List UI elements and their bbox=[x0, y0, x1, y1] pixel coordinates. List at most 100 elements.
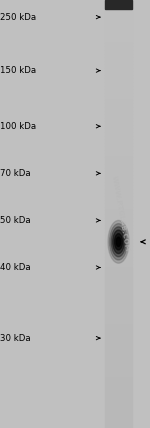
Bar bbox=[105, 239, 132, 243]
Bar bbox=[105, 96, 132, 100]
Bar bbox=[105, 282, 132, 285]
Bar bbox=[105, 421, 132, 425]
Bar bbox=[105, 214, 132, 217]
Bar bbox=[105, 139, 132, 143]
Bar bbox=[105, 207, 132, 211]
Bar bbox=[105, 296, 132, 300]
Bar bbox=[105, 193, 132, 196]
Bar bbox=[105, 324, 132, 328]
Bar bbox=[105, 407, 132, 410]
Bar bbox=[105, 278, 132, 282]
Ellipse shape bbox=[116, 237, 121, 247]
Bar bbox=[105, 271, 132, 275]
Bar bbox=[105, 185, 132, 189]
Bar bbox=[105, 257, 132, 260]
Ellipse shape bbox=[108, 220, 129, 263]
Ellipse shape bbox=[114, 234, 123, 250]
Bar bbox=[105, 110, 132, 114]
Bar bbox=[105, 307, 132, 310]
Text: 150 kDa: 150 kDa bbox=[0, 66, 36, 75]
Bar bbox=[105, 264, 132, 268]
Bar bbox=[105, 143, 132, 146]
Bar bbox=[105, 211, 132, 214]
Bar bbox=[105, 392, 132, 396]
Bar bbox=[105, 61, 132, 64]
Bar bbox=[105, 410, 132, 414]
Bar bbox=[105, 389, 132, 392]
Bar bbox=[105, 29, 132, 32]
Bar bbox=[105, 86, 132, 89]
Bar bbox=[105, 32, 132, 36]
Bar bbox=[105, 121, 132, 125]
Bar bbox=[105, 132, 132, 136]
Bar bbox=[105, 118, 132, 121]
Bar bbox=[105, 157, 132, 160]
Bar bbox=[105, 350, 132, 353]
Bar bbox=[105, 314, 132, 318]
Bar bbox=[105, 382, 132, 385]
Bar bbox=[105, 360, 132, 364]
Bar bbox=[105, 178, 132, 182]
Bar bbox=[105, 0, 132, 9]
Bar bbox=[105, 171, 132, 175]
Bar bbox=[105, 25, 132, 29]
Bar bbox=[105, 36, 132, 39]
Bar bbox=[105, 104, 132, 107]
Bar bbox=[105, 346, 132, 350]
Bar bbox=[105, 82, 132, 86]
Bar bbox=[105, 364, 132, 367]
Bar bbox=[105, 160, 132, 164]
Bar bbox=[105, 64, 132, 68]
Bar bbox=[105, 18, 132, 21]
Bar bbox=[105, 57, 132, 61]
Text: 100 kDa: 100 kDa bbox=[0, 122, 36, 131]
Bar bbox=[105, 318, 132, 321]
Bar bbox=[105, 303, 132, 307]
Bar bbox=[105, 292, 132, 296]
Bar bbox=[105, 246, 132, 250]
Bar bbox=[105, 189, 132, 193]
Ellipse shape bbox=[110, 223, 128, 260]
Bar bbox=[105, 168, 132, 171]
Bar bbox=[105, 332, 132, 335]
Bar bbox=[105, 275, 132, 278]
Bar bbox=[105, 89, 132, 93]
Bar bbox=[105, 335, 132, 339]
Bar bbox=[105, 374, 132, 378]
Bar bbox=[105, 268, 132, 271]
Bar bbox=[105, 100, 132, 104]
Text: 50 kDa: 50 kDa bbox=[0, 216, 31, 225]
Bar bbox=[105, 93, 132, 96]
Bar bbox=[105, 367, 132, 371]
Bar bbox=[105, 228, 132, 232]
Bar bbox=[105, 371, 132, 374]
Bar bbox=[105, 339, 132, 342]
Bar bbox=[105, 68, 132, 71]
Bar bbox=[105, 150, 132, 153]
Bar bbox=[105, 153, 132, 157]
Bar bbox=[105, 235, 132, 239]
Bar bbox=[105, 75, 132, 78]
Bar bbox=[105, 175, 132, 178]
Bar bbox=[105, 125, 132, 128]
Bar bbox=[105, 285, 132, 289]
Bar bbox=[105, 107, 132, 110]
Bar bbox=[105, 253, 132, 257]
Bar bbox=[105, 164, 132, 168]
Bar bbox=[105, 136, 132, 139]
Bar bbox=[105, 225, 132, 228]
Bar bbox=[105, 403, 132, 407]
Bar bbox=[105, 250, 132, 253]
Bar bbox=[105, 21, 132, 25]
Bar bbox=[105, 396, 132, 399]
Bar bbox=[105, 357, 132, 360]
Bar bbox=[105, 217, 132, 221]
Bar bbox=[105, 78, 132, 82]
Bar bbox=[105, 0, 132, 3]
Bar bbox=[105, 300, 132, 303]
Bar bbox=[105, 221, 132, 225]
Bar bbox=[105, 182, 132, 185]
Text: 70 kDa: 70 kDa bbox=[0, 169, 31, 178]
Bar bbox=[105, 50, 132, 54]
Text: WWW.PTGLAB.COM: WWW.PTGLAB.COM bbox=[110, 175, 130, 253]
